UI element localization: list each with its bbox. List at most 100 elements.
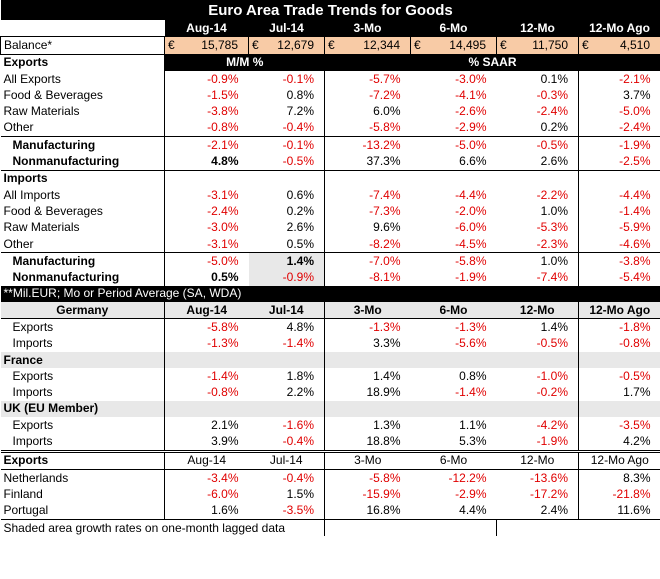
balance-value: 14,495 [449,37,486,52]
table-row: Other -3.1% 0.5% -8.2% -4.5% -2.3% -4.6% [0,235,660,253]
value-cell: 0.5% [248,235,325,253]
value-cell: -2.9% [455,120,487,135]
row-label: Nonmanufacturing [0,153,165,171]
empty-cell [496,518,579,537]
table-row: Raw Materials -3.8% 7.2% 6.0% -2.6% -2.4% -5.0… [0,103,660,120]
value-cell: -1.0% [496,368,579,385]
currency-symbol: € [500,37,507,52]
value-cell: 1.0% [496,203,579,220]
table-row: Imports 3.9% -0.4% 18.8% 5.3% -1.9% 4.2% [0,433,660,452]
value-cell: -21.8% [612,486,651,501]
row-label: Imports [0,335,165,352]
table-row: Imports [0,169,660,187]
row-label: Exports [0,318,165,336]
value-cell: -2.4% [164,203,249,220]
table-row: Aug-14 Jul-14 3-Mo 6-Mo 12-Mo 12-Mo Ago [0,20,660,37]
value-cell: -7.2% [369,87,401,102]
value-cell: -5.8% [164,318,249,336]
balance-value: 12,679 [277,37,314,52]
value-cell: -0.5% [496,136,579,154]
value-cell: 1.3% [373,417,401,432]
period-header: 3-Mo [324,449,411,470]
row-label: Exports [0,368,165,385]
value-cell: -3.4% [164,469,249,487]
empty-cell [324,351,411,369]
value-cell: -0.1% [248,136,325,154]
currency-symbol: € [582,37,589,52]
value-cell: 1.6% [164,502,249,520]
period-header: Aug-14 [164,302,249,320]
value-cell: 11.6% [617,503,651,518]
value-cell: 7.2% [248,103,325,120]
value-cell: 1.5% [248,486,325,503]
value-cell: -2.3% [496,235,579,253]
table-row: Exports 2.1% -1.6% 1.3% 1.1% -4.2% -3.5% [0,417,660,434]
row-label: Manufacturing [0,136,165,154]
value-cell: -0.8% [164,119,249,137]
empty-cell [578,400,660,418]
period-header: 12-Mo Ago [578,302,660,320]
trade-table: Euro Area Trade Trends for Goods Aug-14 Ju… [0,0,660,537]
row-label: Portugal [0,502,165,520]
period-header: Jul-14 [248,449,325,470]
value-cell: 2.6% [248,219,325,236]
value-cell: -17.2% [496,486,579,503]
value-cell: -8.2% [369,236,401,251]
empty-cell [164,351,249,369]
period-header: 12-Mo Ago [578,20,660,37]
value-cell: 1.4% [373,368,401,383]
country-label: Germany [0,302,165,320]
value-cell: -0.2% [496,384,579,401]
value-cell: -0.4% [248,469,325,487]
currency-symbol: € [168,37,175,52]
value-cell: 1.4% [248,252,325,270]
value-cell: -0.9% [248,269,325,286]
value-cell: -5.0% [410,136,497,154]
period-header: Aug-14 [164,449,249,470]
table-row: All Imports -3.1% 0.6% -7.4% -4.4% -2.2% -4.4% [0,186,660,204]
value-cell: -2.5% [619,154,651,169]
table-row: Manufacturing -2.1% -0.1% -13.2% -5.0% -0.5% -… [0,136,660,154]
value-cell: -4.6% [619,236,651,251]
value-cell: -1.3% [369,319,401,334]
balance-cell: €4,510 [577,36,660,55]
value-cell: -3.5% [619,417,651,432]
value-cell: -4.5% [455,236,487,251]
row-label: Nonmanufacturing [0,269,165,286]
empty-cell [248,351,325,369]
balance-cell: €12,344 [324,36,411,55]
value-cell: -5.7% [369,71,401,86]
value-cell: 0.2% [248,203,325,220]
value-cell: -12.2% [410,469,497,487]
value-cell: -1.8% [619,319,651,334]
table-row: Manufacturing -5.0% 1.4% -7.0% -5.8% 1.0% -3.8… [0,252,660,270]
value-cell: 4.8% [164,153,249,171]
value-cell: 6.6% [459,154,487,169]
period-header: 12-Mo [496,449,579,470]
value-cell: -3.8% [164,103,249,120]
table-row: Nonmanufacturing 0.5% -0.9% -8.1% -1.9% -7.4%… [0,269,660,286]
value-cell: -5.3% [496,219,579,236]
balance-cell: €15,785 [164,36,249,55]
value-cell: -4.4% [455,187,487,202]
balance-value: 4,510 [620,37,651,52]
value-cell: 1.8% [248,368,325,385]
empty-cell [410,518,497,537]
value-cell: -2.4% [496,103,579,120]
value-cell: 9.6% [373,220,401,235]
value-cell: -1.3% [455,319,487,334]
table-row: Portugal 1.6% -3.5% 16.8% 4.4% 2.4% 11.6% [0,502,660,520]
value-cell: -1.9% [578,136,660,154]
currency-symbol: € [328,37,335,52]
value-cell: -0.8% [164,384,249,401]
row-label: Exports [0,417,165,434]
value-cell: -2.0% [455,203,487,218]
empty-cell [248,169,325,187]
value-cell: -2.6% [455,104,487,119]
row-label: Netherlands [0,469,165,487]
empty-cell [164,400,249,418]
value-cell: -1.4% [455,385,487,400]
row-label: Manufacturing [0,252,165,270]
units-note: **Mil.EUR; Mo or Period Average (SA, WDA… [0,285,660,303]
value-cell: -5.8% [324,469,411,487]
